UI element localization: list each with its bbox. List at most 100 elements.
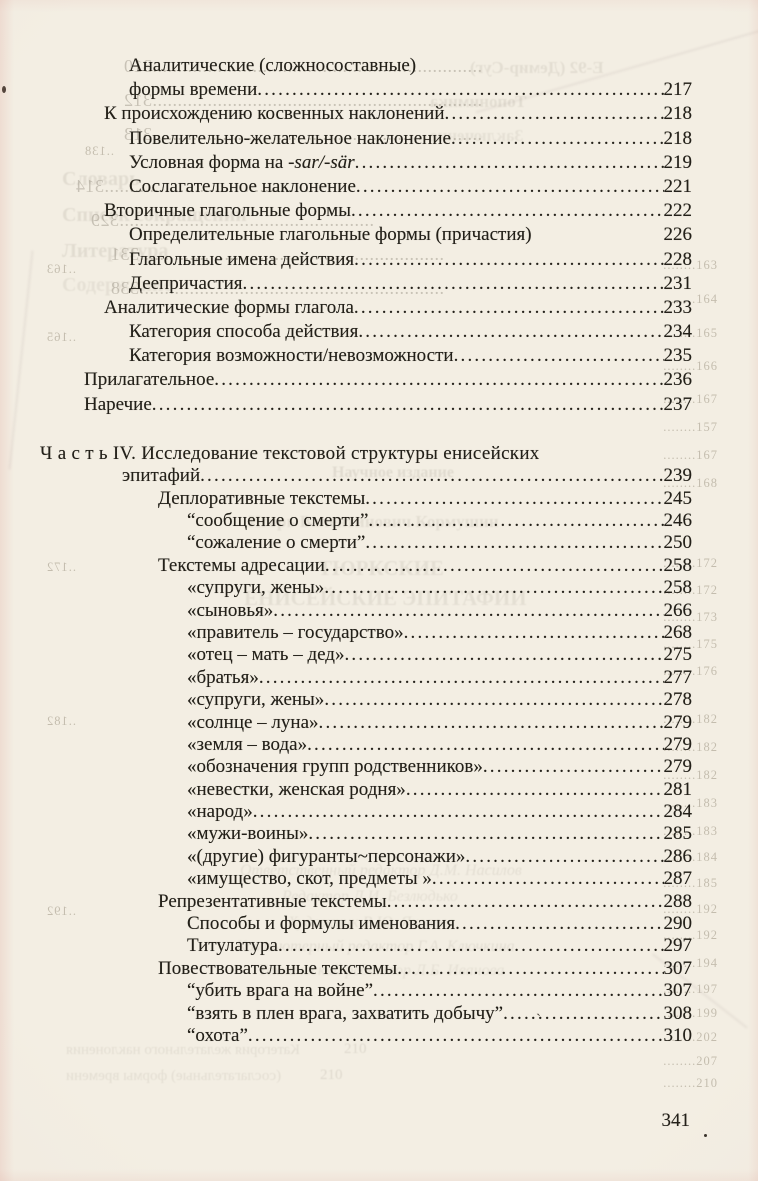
toc-entry-title: Повелительно-желательное наклонение (129, 127, 451, 149)
dot-leader (404, 622, 664, 644)
toc-entry-title: «сыновья» (187, 599, 274, 621)
dot-leader (152, 394, 664, 416)
toc-entry-page: 308 (663, 1002, 693, 1024)
bleedthrough-margin-number: ........157 (663, 420, 718, 434)
bleedthrough-text: Список сокращений (62, 204, 247, 226)
toc-entry-title: Категория возможности/невозможности (129, 345, 454, 367)
toc-entry-page: 250 (663, 532, 693, 554)
toc-entry-title: «отец – мать – дед» (187, 644, 345, 666)
toc-entry-title: Ч а с т ь IV. Исследование текстовой стр… (40, 442, 540, 464)
toc-row: «отец – мать – дед» 275 (0, 644, 758, 666)
toc-entry-page: 268 (663, 621, 693, 643)
toc-entry-title: Репрезентативные текстемы (158, 890, 387, 912)
toc-row: «солнце – луна» 279 (0, 712, 758, 734)
dot-leader (373, 980, 663, 1002)
toc-entry-title: Способы и формулы именования (187, 913, 456, 935)
toc-entry-title: «супруги, жены» (187, 689, 325, 711)
toc-entry-page: 258 (663, 554, 693, 576)
toc-entry-page: 279 (663, 711, 693, 733)
toc: Аналитические (сложносоставные) формы вре… (0, 0, 758, 1047)
toc-row: Деплоративные текстемы 245 (0, 488, 758, 510)
toc-row: «невестки, женская родня» 281 (0, 779, 758, 801)
paper-speck (2, 86, 6, 93)
toc-row: «(другие) фигуранты~персонажи» 286 (0, 846, 758, 868)
toc-row: эпитафий 239 (0, 465, 758, 487)
dot-leader (465, 846, 663, 868)
toc-entry-page: 226 (663, 224, 693, 246)
toc-entry-page: 285 (663, 823, 693, 845)
dot-leader (324, 577, 663, 599)
toc-entry-page: 281 (663, 778, 693, 800)
toc-section: Аналитические (сложносоставные) формы вре… (0, 55, 758, 418)
dot-leader (351, 200, 664, 222)
toc-entry-page: 307 (663, 980, 693, 1002)
toc-row: Репрезентативные текстемы 288 (0, 891, 758, 913)
toc-entry-title: «земля – вода» (187, 733, 308, 755)
toc-entry-title: “сожаление о смерти” (187, 532, 366, 554)
bleedthrough-margin-number: ........164 (663, 292, 718, 306)
dot-leader (358, 321, 663, 343)
toc-row: «сыновья» 266 (0, 600, 758, 622)
toc-row: «земля – вода» 279 (0, 734, 758, 756)
bleedthrough-margin-number: ........168 (663, 476, 718, 490)
bleedthrough-text: Художник В.Ю. Яковлев (288, 914, 455, 931)
toc-entry-page: 297 (663, 935, 693, 957)
toc-row: формы времени 217 (0, 79, 758, 103)
toc-entry-page: 279 (663, 733, 693, 755)
toc-entry-title: эпитафий (122, 465, 201, 487)
toc-row: Категория возможности/невозможности 235 (0, 345, 758, 369)
toc-entry-title: Повествовательные текстемы (158, 957, 398, 979)
toc-entry-page: 258 (663, 577, 693, 599)
toc-row: Повествовательные текстемы 307 (0, 958, 758, 980)
dot-leader (214, 369, 663, 391)
toc-row: Аналитические (сложносоставные) (0, 55, 758, 79)
toc-entry-title: Прилагательное (84, 369, 215, 391)
toc-row: Наречие 237 (0, 394, 758, 418)
toc-row: “охота” 310 (0, 1025, 758, 1047)
dot-leader (354, 249, 663, 271)
bleedthrough-text: (сослагательные) формы времени (66, 1068, 282, 1084)
toc-entry-title: «супруги, жены» (187, 577, 325, 599)
toc-row: “сообщение о смерти” 246 (0, 510, 758, 532)
toc-row: «супруги, жены» 258 (0, 577, 758, 599)
toc-entry-title: Текстемы адресации (158, 554, 325, 576)
toc-row: «мужи-воины» 285 (0, 823, 758, 845)
bleedthrough-margin-number: ........167 (663, 392, 718, 406)
toc-entry-title: формы времени (129, 79, 258, 101)
dot-leader (253, 801, 664, 823)
toc-entry-title: Условная форма на -sar/-sär (129, 151, 355, 173)
dot-leader (257, 79, 663, 101)
toc-row: Условная форма на -sar/-sär 219 (0, 152, 758, 176)
toc-row: К происхождению косвенных наклонений 218 (0, 103, 758, 127)
toc-row: Повелительно-желательное наклонение 218 (0, 128, 758, 152)
toc-entry-title: «братья» (187, 666, 259, 688)
toc-entry-title: “взять в плен врага, захватить добычу” (187, 1002, 504, 1024)
toc-entry-title: «правитель – государство» (187, 621, 404, 643)
toc-part-heading: Ч а с т ь IV. Исследование текстовой стр… (0, 443, 758, 465)
toc-entry-page: 275 (663, 644, 693, 666)
dot-leader (451, 128, 664, 150)
bleedthrough-margin-number: ........175 (663, 637, 718, 651)
toc-row: “убить врага на войне” 307 (0, 980, 758, 1002)
dot-leader (307, 734, 663, 756)
dot-leader (454, 345, 664, 367)
toc-entry-title: Категория способа действия (129, 321, 359, 343)
bleedthrough-margin-number: ........210 (663, 1076, 718, 1090)
bleedthrough-text: Содержание (62, 274, 173, 296)
toc-row: Сослагательное наклонение 221 (0, 176, 758, 200)
dot-leader (365, 488, 663, 510)
toc-entry-page: 277 (663, 666, 693, 688)
dot-leader (368, 510, 663, 532)
toc-row: «обозначения групп родственников» 279 (0, 756, 758, 778)
dot-leader (325, 555, 664, 577)
toc-entry-page: 234 (663, 321, 693, 343)
toc-entry-page: 217 (663, 79, 693, 101)
bleedthrough-margin-number: ........165 (663, 326, 718, 340)
dot-leader (278, 935, 664, 957)
toc-row: «народ» 284 (0, 801, 758, 823)
toc-entry-page: 221 (663, 175, 693, 197)
bleedthrough-margin-number: ........176 (663, 664, 718, 678)
toc-entry-page: 310 (663, 1024, 693, 1046)
bleedthrough-margin-number: ........182 (663, 740, 718, 754)
